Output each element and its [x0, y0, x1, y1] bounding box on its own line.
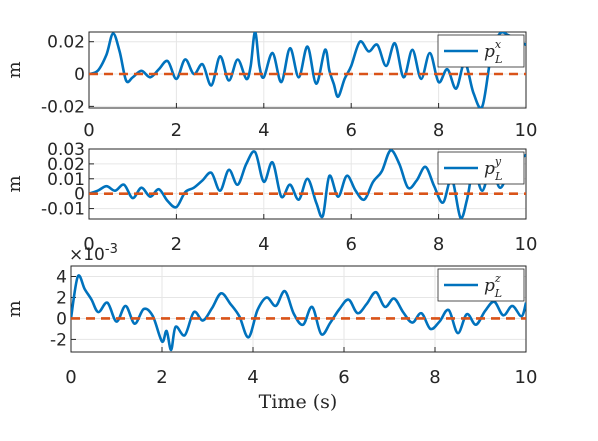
legend-label-sup: z [494, 272, 501, 285]
x-tick-label: 0 [83, 234, 94, 255]
y-tick-label: 0 [56, 309, 67, 329]
panel-3: 420-20 2 4 6 8 10m×10-3pz L [4, 242, 537, 388]
y-tick-label: 2 [56, 288, 67, 308]
y-tick-label: 0.02 [47, 155, 85, 175]
x-tick-label: 6 [345, 234, 356, 255]
legend-label-sub: L [494, 53, 502, 66]
legend-label-sup: x [495, 38, 502, 51]
x-tick-label: 6 [345, 120, 356, 141]
series-line [71, 274, 526, 352]
x-tick-label: 4 [247, 367, 258, 388]
legend-label-sub: L [494, 170, 502, 183]
legend-label-sup: y [494, 155, 502, 168]
y-tick-label: -0.02 [41, 97, 85, 117]
y-tick-label: 0.01 [47, 170, 85, 190]
y-exponent-power: -3 [105, 242, 118, 257]
x-tick-label: 10 [515, 120, 538, 141]
y-tick-label: -0.01 [41, 200, 85, 220]
legend: px L [437, 34, 525, 68]
x-tick-label: 0 [65, 367, 76, 388]
legend-label: py L [484, 155, 502, 183]
legend: pz L [437, 268, 525, 302]
x-tick-label: 8 [429, 367, 440, 388]
axes-box [88, 31, 527, 109]
y-tick-label: 0 [74, 185, 85, 205]
x-tick-label: 6 [338, 367, 349, 388]
legend-label: pz L [484, 272, 502, 300]
x-tick-label: 2 [171, 120, 182, 141]
legend-label: px L [484, 38, 502, 66]
x-tick-label: 2 [156, 367, 167, 388]
x-tick-label: 0 [83, 120, 94, 141]
x-tick-label: 4 [258, 234, 269, 255]
x-tick-label: 2 [171, 234, 182, 255]
y-axis-label: m [4, 300, 25, 317]
axes-box [88, 148, 527, 220]
x-axis-label: Time (s) [259, 391, 338, 413]
panel-1: 0.02 0 -0.02 0 2 4 6 8 10 m px L [4, 31, 538, 141]
series-line [89, 149, 526, 219]
x-tick-label: 8 [433, 234, 444, 255]
legend: py L [437, 151, 525, 185]
y-tick-label: -2 [50, 330, 67, 350]
x-tick-label: 4 [258, 120, 269, 141]
x-tick-label: 8 [433, 120, 444, 141]
legend-label-sub: L [494, 287, 502, 300]
y-axis-label: m [4, 175, 25, 192]
y-tick-label: 4 [56, 267, 67, 287]
x-tick-label: 10 [515, 367, 538, 388]
y-axis-label: m [4, 61, 25, 78]
series-line [89, 32, 526, 108]
y-tick-label: 0.03 [47, 140, 85, 160]
x-tick-label: 10 [515, 234, 538, 255]
y-tick-label: 0.02 [47, 33, 85, 53]
y-tick-label: 0 [74, 65, 85, 85]
